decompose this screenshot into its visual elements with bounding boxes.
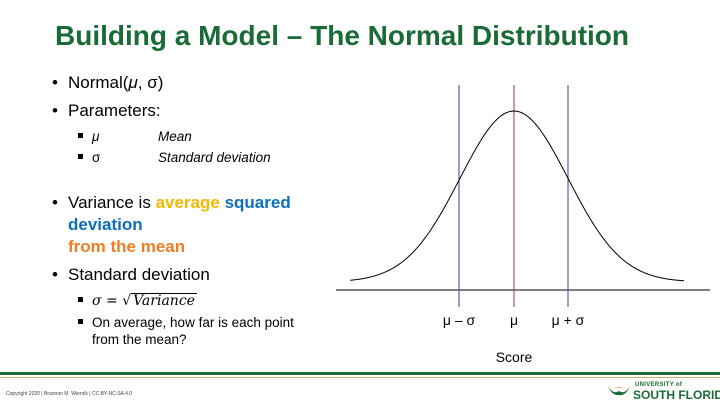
minus-sigma-label: μ – σ: [443, 312, 476, 328]
footer-rule: [0, 372, 720, 375]
on-average-text: On average, how far is each point from t…: [92, 315, 294, 347]
bull-horns-icon: [607, 383, 631, 399]
square-bullet: [78, 297, 83, 302]
axis-label: Score: [496, 349, 533, 365]
bullet-dot: •: [52, 100, 58, 122]
param-sigma-symbol: σ: [92, 149, 158, 166]
bullet-dot: •: [52, 264, 58, 286]
param-mu-def: Mean: [158, 129, 192, 144]
copyright-text: Copyright 2020 | Brannon M. Wiernik | CC…: [6, 391, 132, 397]
slide-title: Building a Model – The Normal Distributi…: [55, 20, 629, 52]
variance-prefix: Variance is: [68, 193, 156, 212]
square-bullet: [78, 319, 83, 324]
bullet-std-dev: • Standard deviation: [52, 264, 322, 286]
param-sigma-def: Standard deviation: [158, 150, 271, 165]
formula-radicand: Variance: [131, 293, 197, 308]
usf-logo: UNIVERSITY of SOUTH FLORIDA: [607, 381, 717, 401]
parameters-label: Parameters:: [68, 101, 161, 120]
sub-bullet-mu: μ Mean: [52, 128, 322, 145]
sub-bullet-formula: σ = √ Variance: [52, 292, 322, 310]
sd-formula: σ = √ Variance: [92, 293, 197, 309]
mean-label: μ: [510, 312, 518, 328]
sub-bullet-on-average: On average, how far is each point from t…: [52, 314, 322, 348]
footer-rule-thin: [0, 377, 720, 378]
normal-curve-diagram: μ – σ μ μ + σ Score: [320, 75, 720, 375]
logo-big-text: SOUTH FLORIDA: [633, 388, 720, 402]
bullet-variance: • Variance is average squared deviation f…: [52, 192, 318, 258]
normal-curve: [350, 111, 684, 281]
sub-bullet-sigma: σ Standard deviation: [52, 149, 322, 166]
normal-suffix: , σ): [138, 73, 164, 92]
plus-sigma-label: μ + σ: [552, 312, 585, 328]
square-bullet: [78, 133, 83, 138]
variance-from-mean: from the mean: [68, 237, 185, 256]
spacer: [52, 170, 322, 192]
formula-lhs: σ = √: [92, 293, 131, 309]
variance-average: average: [156, 193, 220, 212]
bullet-parameters: • Parameters:: [52, 100, 322, 122]
bullet-dot: •: [52, 72, 58, 94]
std-dev-label: Standard deviation: [68, 265, 210, 284]
normal-prefix: Normal(: [68, 73, 128, 92]
bullet-list: • Normal(μ, σ) • Parameters: μ Mean σ Stan…: [52, 72, 322, 352]
square-bullet: [78, 154, 83, 159]
bullet-dot: •: [52, 192, 58, 214]
param-mu-symbol: μ: [92, 128, 158, 145]
bullet-normal: • Normal(μ, σ): [52, 72, 322, 94]
normal-mu: μ: [128, 73, 137, 92]
